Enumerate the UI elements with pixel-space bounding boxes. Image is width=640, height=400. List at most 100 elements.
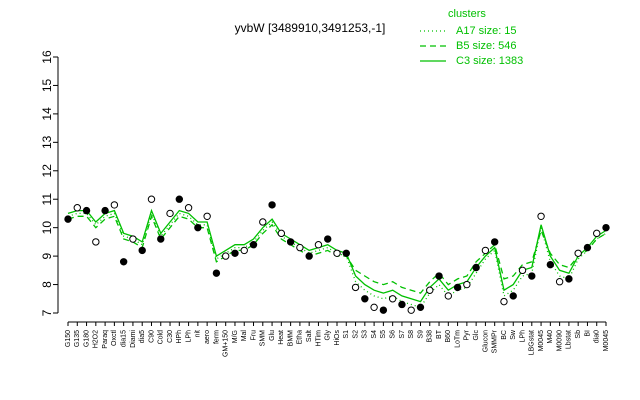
x-tick-label: BT [436,329,443,339]
x-tick-label: G135 [74,330,81,347]
data-point [518,266,527,275]
cluster-line [67,211,607,309]
x-tick-label: S8 [408,330,415,339]
x-tick-label: S9 [417,330,424,339]
x-tick-label: Paraq [102,330,109,349]
x-tick-label: HTim [315,330,322,347]
data-point [249,241,258,249]
data-point [82,206,91,215]
data-point [546,260,555,269]
y-tick-label: 13 [40,135,54,149]
data-point [129,235,137,243]
x-tick-label: BMM [287,330,294,347]
y-tick-label: 12 [40,164,54,178]
x-tick-label: ferm [213,330,220,344]
x-tick-label: BI [584,330,591,337]
x-tick-label: C30 [167,330,174,343]
x-tick-label: S1 [343,330,350,339]
x-tick-label: M0045 [538,330,545,352]
data-point [138,246,146,255]
data-point [314,241,323,249]
x-tick-label: Glucon [482,330,489,352]
data-point [435,272,443,280]
x-tick-label: dia5 [139,330,146,343]
x-tick-label: M0090 [556,330,563,352]
x-tick-label: S2 [352,330,359,339]
x-tick-label: Lbstat [566,330,573,349]
x-tick-label: H2O2 [93,330,100,348]
chart-title: yvbW [3489910,3491253,-1] [235,21,386,35]
data-point [92,238,100,246]
data-point [184,204,193,212]
data-point [388,295,397,303]
x-tick-label: dia0 [594,330,601,343]
data-point [407,306,415,314]
y-tick-label: 10 [40,221,54,235]
data-point [296,243,304,252]
x-tick-label: M40 [547,330,554,344]
x-tick-label: Sb [575,330,582,339]
data-point [286,238,295,246]
data-point [119,258,128,266]
x-tick-label: Etha [297,330,304,345]
data-point [305,252,313,260]
data-point [212,269,221,277]
data-point [277,229,286,238]
x-tick-label: LoTm [454,330,461,348]
data-point [175,195,184,203]
x-tick-label: Diami [130,330,137,348]
data-point [342,249,350,257]
x-tick-label: Oxctl [111,330,118,346]
data-point [416,303,425,312]
data-point [240,246,248,255]
data-point [453,283,462,292]
data-point [463,280,471,289]
data-point [481,246,490,255]
data-point [166,209,174,218]
data-point [194,223,202,232]
x-tick-label: HiOs [334,330,341,346]
y-tick-label: 7 [40,309,54,316]
data-point [110,201,119,209]
x-tick-label: S5 [380,330,387,339]
x-tick-label: Sw [510,329,517,340]
y-tick-label: 15 [40,78,54,92]
y-tick-label: 11 [40,193,54,206]
x-tick-label: Fru [250,330,257,341]
y-tick-label: 9 [40,252,54,259]
data-point [444,292,453,300]
x-tick-label: Salt [306,330,313,342]
y-tick-label: 14 [40,107,54,121]
x-tick-label: Gly [325,330,332,341]
x-tick-label: Mal [241,330,248,342]
legend-label: A17 size: 15 [456,25,517,37]
data-point [593,229,601,238]
x-tick-label: Heat [278,330,285,345]
data-point [574,249,582,257]
x-tick-label: S4 [371,330,378,339]
x-tick-label: HPh [176,330,183,344]
data-point [333,249,341,257]
x-tick-label: G150 [65,330,72,347]
x-tick-label: Glc [473,330,480,341]
x-tick-label: M/G [232,330,239,343]
data-point [361,295,369,303]
y-tick-label: 16 [40,50,54,64]
x-tick-label: GM+150 [223,330,230,357]
data-point [490,238,499,246]
data-point [351,283,360,292]
data-point [528,272,536,280]
x-tick-label: SMMPr [492,329,499,353]
x-tick-label: LPh [185,330,192,343]
data-point [370,303,378,312]
data-point [555,278,564,286]
data-point [537,212,545,220]
data-point [472,263,480,272]
data-point [324,235,332,243]
data-point [231,249,239,257]
x-tick-label: dia15 [120,330,127,347]
x-tick-label: LBGstat [529,330,536,355]
x-tick-label: Glu [269,330,276,341]
data-point [268,201,276,209]
